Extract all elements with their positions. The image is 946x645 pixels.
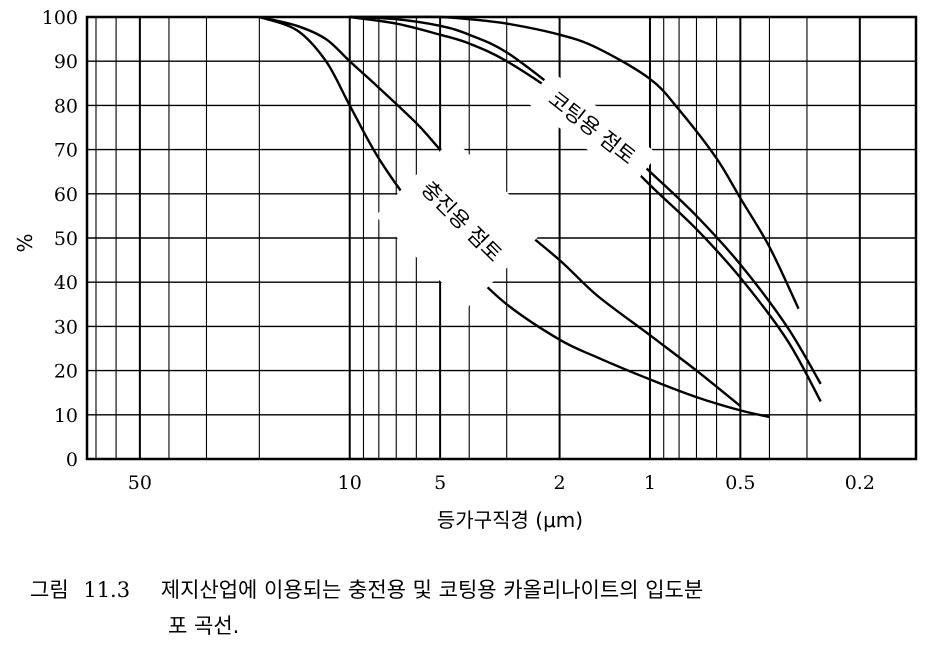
y-tick-label: 60 [54,184,78,206]
x-tick-label: 10 [338,472,362,494]
filler-label-mask [375,138,545,308]
caption-number: 11.3 [83,578,131,602]
x-tick-label: 1 [644,472,656,494]
y-tick-label: 40 [54,272,78,294]
caption-text-1: 제지산업에 이용되는 충전용 및 코팅용 카올리나이트의 입도분 [160,578,704,602]
coating-clay-curve-5 [349,15,800,310]
y-tick-label: 90 [54,51,78,73]
figure-caption: 그림 11.3 제지산업에 이용되는 충전용 및 코팅용 카올리나이트의 입도분… [30,572,930,644]
y-tick-label: 10 [54,405,78,427]
y-tick-label: 30 [54,316,78,338]
y-tick-label: 20 [54,361,78,383]
y-tick-label: 100 [42,7,78,29]
y-tick-label: 70 [54,140,78,162]
x-axis-title: 등가구직경 (μm) [437,508,583,532]
y-tick-label: 50 [54,228,78,250]
x-tick-labels: 50 10 5 2 1 0.5 0.2 [128,472,875,494]
x-tick-label: 5 [434,472,446,494]
y-axis-title: % [13,233,37,252]
y-tick-labels: 0 10 20 30 40 50 60 70 80 90 100 [42,7,78,471]
caption-line-2: 포 곡선. [30,608,930,644]
caption-line-1: 그림 11.3 제지산업에 이용되는 충전용 및 코팅용 카올리나이트의 입도분 [30,572,930,608]
x-tick-label: 0.2 [845,472,875,494]
y-tick-label: 80 [54,95,78,117]
y-tick-label: 0 [66,449,78,471]
x-tick-label: 0.5 [725,472,755,494]
coating-label-mask [526,70,658,186]
horizontal-grid [87,16,916,460]
caption-text-2: 포 곡선. [168,614,240,638]
x-tick-label: 2 [554,472,566,494]
distribution-curves [258,15,822,419]
coating-clay-label: 코팅용 점토 [544,87,640,169]
x-tick-label: 50 [128,472,152,494]
caption-label: 그림 [30,578,69,602]
